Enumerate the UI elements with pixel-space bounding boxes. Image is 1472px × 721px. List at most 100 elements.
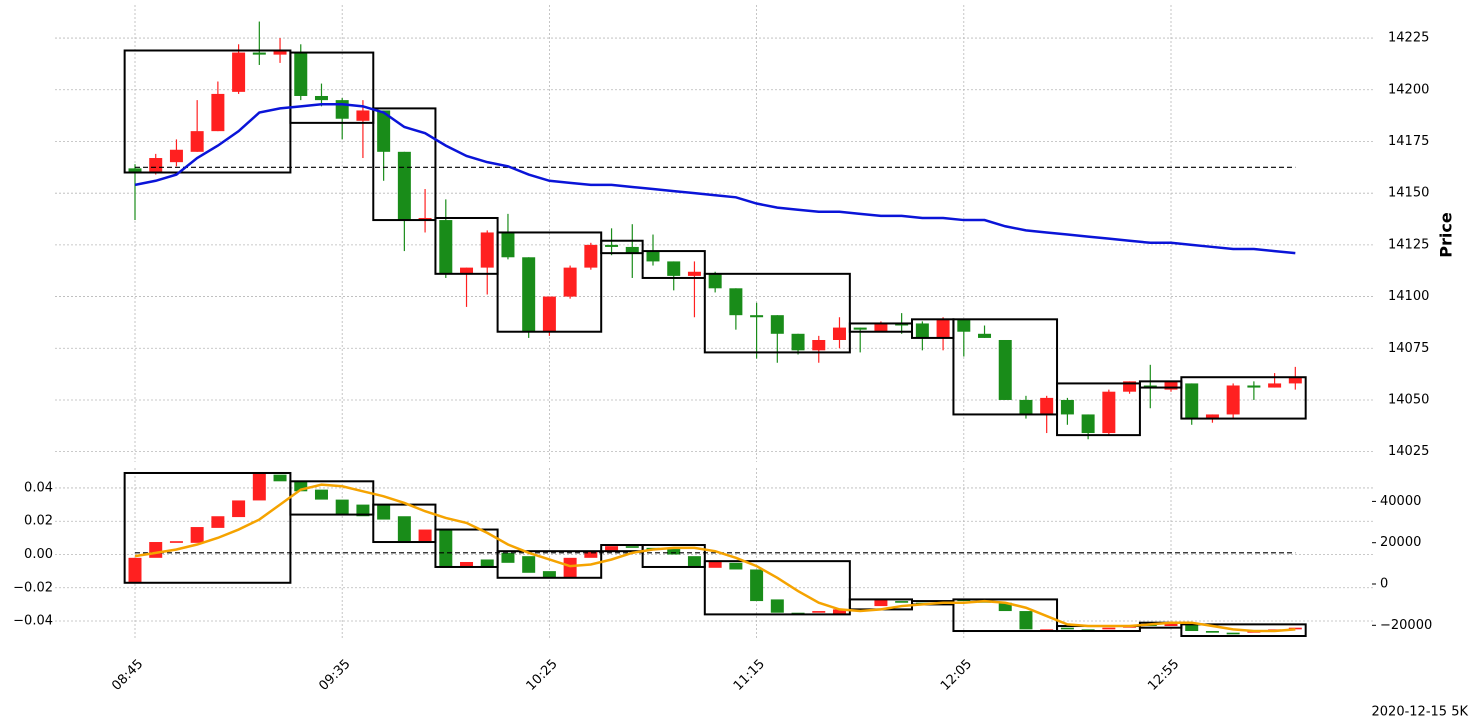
candle-body — [708, 561, 722, 568]
candle-body — [915, 323, 929, 338]
range-box — [496, 231, 603, 333]
candle-body — [750, 569, 764, 602]
candle-body — [522, 257, 536, 332]
candle-body — [480, 232, 494, 268]
candle-body — [211, 516, 225, 528]
range-box — [952, 598, 1059, 633]
candle-body — [1060, 627, 1074, 630]
x-tick-label: 08:45 — [109, 657, 146, 694]
candle-body — [542, 571, 556, 578]
y-tick-label: 14025 — [1388, 444, 1429, 459]
candle-body — [1268, 383, 1282, 388]
y-tick-label: 0.04 — [24, 480, 53, 495]
candle-body — [687, 271, 701, 276]
candle-body — [128, 168, 142, 173]
candle-body — [294, 481, 308, 492]
candle-body — [936, 319, 950, 338]
candle-body — [1060, 399, 1074, 415]
candle-body — [563, 267, 577, 297]
candle-body — [708, 273, 722, 289]
y-tick-label: 14175 — [1388, 134, 1429, 149]
candle-body — [791, 333, 805, 351]
y-tick-label: 14050 — [1388, 392, 1429, 407]
candle-body — [169, 541, 183, 543]
indicator-line — [134, 483, 1296, 633]
candle-body — [1226, 385, 1240, 415]
range-box — [641, 544, 706, 568]
candle-body — [460, 267, 474, 274]
range-box — [703, 560, 851, 616]
candle-body — [149, 158, 163, 173]
candle-body — [439, 220, 453, 274]
y-tick-label: 0.00 — [24, 547, 53, 562]
candle-body — [1164, 381, 1178, 390]
range-box — [434, 528, 499, 568]
candle-body — [1185, 383, 1199, 419]
candle-body — [978, 333, 992, 338]
candle-body — [853, 327, 867, 330]
range-box — [123, 471, 292, 584]
y2-tick-label: −20000 — [1380, 618, 1432, 633]
candle-body — [729, 562, 743, 570]
candle-body — [232, 500, 246, 518]
candle-body — [1143, 385, 1157, 388]
candle-body — [149, 542, 163, 558]
candle-body — [397, 151, 411, 221]
candle-body — [273, 50, 287, 55]
candle-body — [190, 527, 204, 543]
candle-body — [605, 546, 619, 552]
candle-body — [1205, 414, 1219, 419]
candle-body — [667, 547, 681, 555]
candle-body — [998, 602, 1012, 612]
candle-body — [1164, 622, 1178, 627]
candle-body — [1019, 399, 1033, 415]
candle-body — [729, 288, 743, 316]
candle-body — [605, 244, 619, 247]
candle-body — [356, 504, 370, 517]
candle-body — [418, 217, 432, 221]
candle-body — [1288, 627, 1302, 630]
candle-body — [874, 599, 888, 607]
y-axis-label: Price — [1437, 212, 1456, 258]
candle-body — [1247, 385, 1261, 388]
candle-body — [563, 557, 577, 578]
range-box — [372, 503, 437, 544]
range-box — [1180, 376, 1307, 420]
range-box — [703, 272, 851, 354]
range-box — [496, 550, 603, 579]
candle-body — [625, 246, 639, 254]
candle-body — [667, 261, 681, 276]
y-tick-label: 14125 — [1388, 237, 1429, 252]
candle-body — [1123, 381, 1137, 392]
indicator-line — [134, 103, 1296, 255]
footer: 2020-12-15 5K — [1372, 705, 1469, 720]
candle-body — [356, 110, 370, 121]
candle-body — [770, 315, 784, 334]
candle-body — [501, 232, 515, 258]
x-tick-label: 12:55 — [1145, 657, 1182, 694]
candle-body — [314, 95, 328, 101]
x-tick-label: 12:05 — [938, 657, 975, 694]
candle-body — [874, 323, 888, 332]
candle-body — [542, 296, 556, 332]
candle-body — [418, 529, 432, 542]
candle-body — [232, 52, 246, 92]
candle-body — [770, 599, 784, 613]
candle-body — [480, 559, 494, 567]
candle-body — [1185, 624, 1199, 632]
candle-body — [314, 489, 328, 500]
range-box — [952, 318, 1059, 416]
candle-body — [169, 149, 183, 163]
candle-body — [812, 339, 826, 351]
range-box — [641, 250, 706, 279]
candle-body — [294, 52, 308, 96]
candle-body — [397, 516, 411, 542]
candle-body — [335, 100, 349, 119]
candle-body — [957, 319, 971, 332]
candle-body — [1288, 377, 1302, 384]
candle-body — [501, 552, 515, 563]
candle-body — [128, 557, 142, 583]
range-box — [1180, 623, 1307, 638]
candle-body — [190, 131, 204, 152]
x-tick-label: 09:35 — [316, 657, 353, 694]
